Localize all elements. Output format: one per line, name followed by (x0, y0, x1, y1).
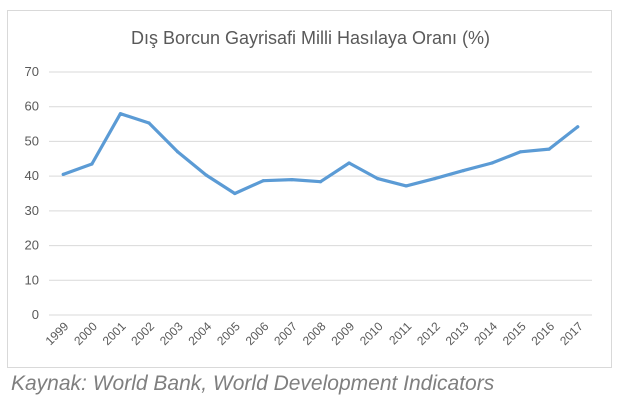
data-point-1999 (61, 172, 65, 176)
x-tick-label: 2014 (471, 319, 500, 348)
data-point-2017 (576, 125, 580, 129)
data-point-2008 (318, 180, 323, 184)
data-point-2005 (233, 191, 237, 196)
data-point-2009 (347, 161, 351, 165)
data-point-2000 (90, 162, 94, 166)
data-point-2006 (261, 179, 265, 183)
y-tick-label: 10 (25, 272, 39, 287)
x-tick-label: 2006 (243, 319, 272, 348)
chart-title: Dış Borcun Gayrisafi Milli Hasılaya Oran… (130, 28, 491, 48)
x-tick-label: 2016 (528, 319, 557, 348)
y-tick-label: 30 (25, 203, 39, 218)
x-tick-label: 2011 (386, 319, 414, 347)
data-point-2012 (433, 177, 437, 181)
data-point-2004 (204, 173, 208, 177)
x-tick-label: 2015 (500, 319, 529, 348)
source-caption: Kaynak: World Bank, World Development In… (11, 372, 495, 395)
x-tick-label: 2013 (443, 319, 472, 348)
x-tick-label: 2008 (300, 319, 329, 348)
x-tick-label: 2009 (328, 319, 357, 348)
y-tick-label: 60 (25, 99, 39, 114)
x-tick-label: 2005 (214, 319, 243, 348)
y-tick-label: 20 (25, 238, 39, 253)
x-tick-label: 2002 (128, 319, 157, 348)
y-tick-label: 40 (25, 168, 39, 183)
data-point-2007 (290, 178, 294, 182)
data-point-2015 (519, 150, 523, 154)
data-point-2014 (490, 161, 494, 165)
x-tick-label: 2017 (557, 319, 586, 348)
x-tick-label: 2012 (414, 319, 443, 348)
x-tick-label: 1999 (43, 319, 72, 348)
data-point-2011 (404, 184, 408, 188)
data-point-2016 (547, 147, 551, 151)
data-point-2010 (376, 177, 380, 181)
data-point-2003 (176, 150, 180, 154)
x-tick-label: 2000 (71, 319, 100, 348)
y-tick-label: 0 (32, 307, 39, 322)
data-point-2002 (147, 121, 151, 125)
data-point-2013 (461, 169, 465, 173)
chart-frame: Dış Borcun Gayrisafi Milli Hasılaya Oran… (7, 10, 612, 368)
x-tick-label: 2007 (271, 319, 300, 348)
x-tick-label: 2001 (100, 319, 129, 348)
x-tick-label: 2004 (186, 319, 215, 348)
y-tick-label: 50 (25, 133, 39, 148)
x-tick-label: 2010 (357, 319, 386, 348)
x-tick-label: 2003 (157, 319, 186, 348)
y-tick-label: 70 (25, 64, 39, 79)
data-point-2001 (118, 112, 122, 116)
